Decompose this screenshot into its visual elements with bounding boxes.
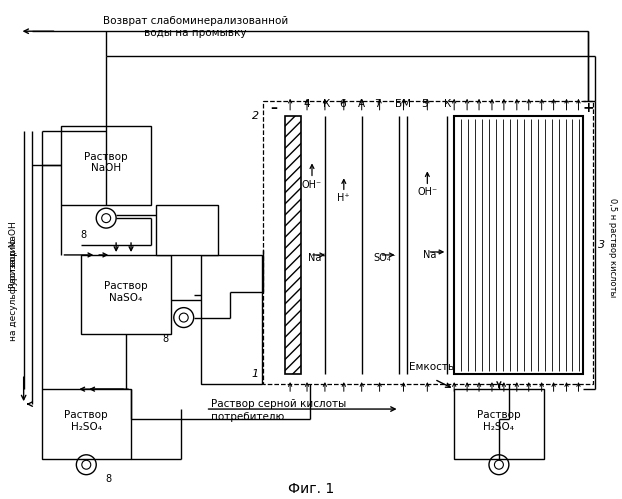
Text: К: К — [323, 99, 330, 109]
Bar — [156, 205, 218, 255]
Text: 1: 1 — [252, 369, 259, 379]
Text: К: К — [443, 99, 451, 109]
Text: Na⁺: Na⁺ — [308, 253, 327, 263]
Text: 5: 5 — [421, 99, 428, 109]
Bar — [285, 116, 301, 374]
Text: Раствор серной кислоты: Раствор серной кислоты — [211, 399, 346, 409]
Text: 8: 8 — [105, 474, 111, 484]
Text: Раствор
NaOH: Раствор NaOH — [85, 152, 128, 173]
Text: 2: 2 — [252, 111, 259, 121]
Text: Раствор NaOH: Раствор NaOH — [9, 222, 18, 288]
Bar — [42, 389, 131, 459]
Text: +: + — [583, 101, 594, 115]
Bar — [454, 389, 544, 459]
Text: 3: 3 — [598, 240, 605, 250]
Bar — [201, 255, 262, 384]
Text: 6: 6 — [340, 99, 346, 109]
Text: Емкость: Емкость — [409, 362, 455, 372]
Text: воды на промывку: воды на промывку — [144, 28, 247, 38]
Text: ОН⁻: ОН⁻ — [417, 187, 437, 197]
Text: Возврат слабоминерализованной: Возврат слабоминерализованной — [103, 16, 288, 26]
Text: SO₄⁻: SO₄⁻ — [374, 253, 396, 263]
Text: потребителю: потребителю — [211, 412, 284, 422]
Text: 8: 8 — [163, 334, 169, 344]
Text: на десульфуризацию: на десульфуризацию — [9, 239, 18, 341]
Text: Фиг. 1: Фиг. 1 — [288, 482, 334, 496]
Text: Na⁺: Na⁺ — [424, 250, 442, 260]
Text: H⁺: H⁺ — [338, 193, 350, 203]
Text: 4: 4 — [304, 99, 310, 109]
Text: Раствор
NaSO₄: Раствор NaSO₄ — [104, 281, 148, 302]
Text: ОН⁻: ОН⁻ — [302, 180, 322, 190]
Text: 7: 7 — [374, 99, 381, 109]
Bar — [263, 101, 593, 384]
Bar — [62, 126, 151, 205]
Text: А: А — [358, 99, 365, 109]
Bar — [401, 116, 407, 374]
Text: 0,5 н раствор кислоты: 0,5 н раствор кислоты — [608, 198, 617, 297]
Bar — [454, 116, 583, 374]
Text: –: – — [271, 101, 277, 115]
Text: 8: 8 — [80, 230, 86, 240]
Text: Раствор
H₂SO₄: Раствор H₂SO₄ — [477, 410, 521, 432]
Bar — [81, 255, 171, 334]
Text: Раствор
H₂SO₄: Раствор H₂SO₄ — [65, 410, 108, 432]
Text: БМ: БМ — [396, 99, 412, 109]
